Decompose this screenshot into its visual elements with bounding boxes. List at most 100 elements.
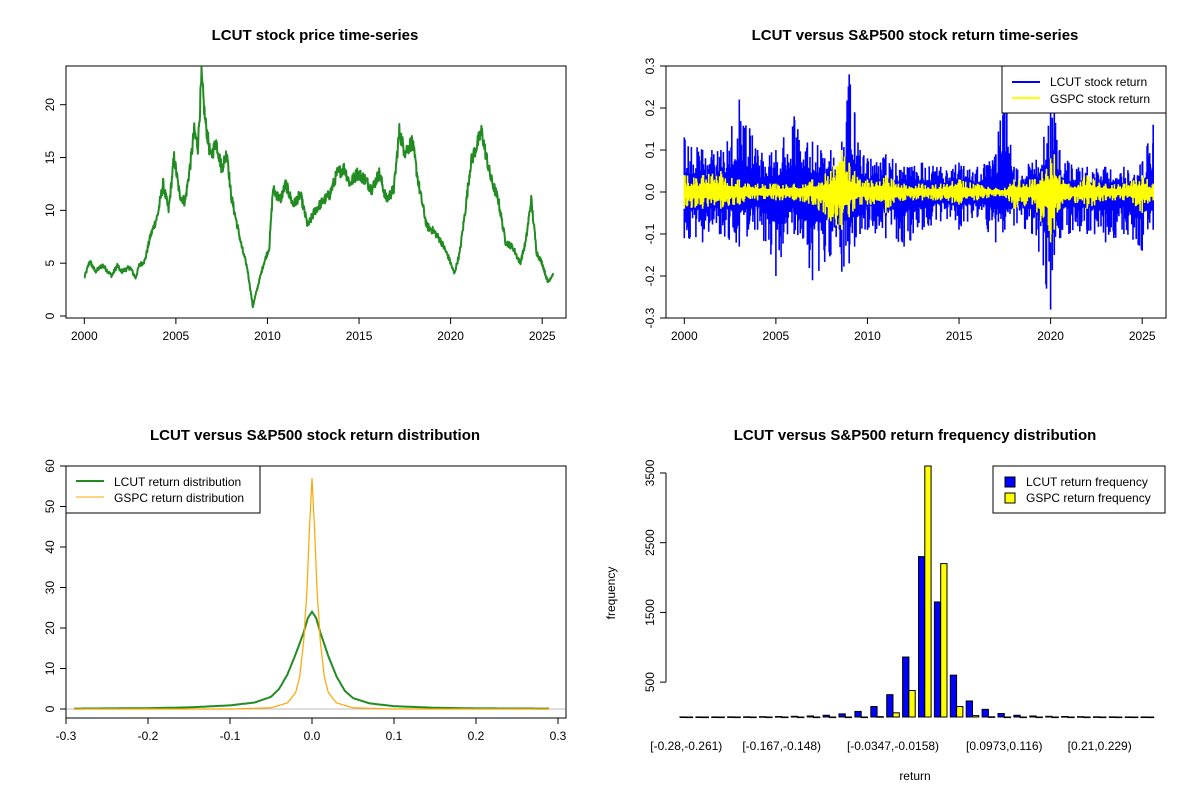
- frequency-y-axis: 500 1500 2500 3500: [643, 459, 667, 692]
- gspc-frequency-bar: [1051, 716, 1059, 719]
- return-x-axis-tick-label: 2000: [671, 329, 698, 343]
- return-x-axis-tick-label: 2020: [1037, 329, 1064, 343]
- distribution-x-axis: -0.3 -0.2 -0.1 0.0 0.1 0.2 0.3: [56, 717, 567, 743]
- gspc-return-series: [683, 150, 1154, 243]
- price-chart-box: [65, 65, 567, 319]
- legend-lcut-frequency-swatch: [1004, 476, 1016, 488]
- legend-gspc-frequency-swatch: [1004, 492, 1016, 504]
- frequency-x-tick-label: [0.0973,0.116): [966, 739, 1043, 753]
- frequency-x-tick-label: [0.21,0.229): [1068, 739, 1132, 753]
- price-x-axis-tick-label: 2010: [254, 329, 281, 343]
- frequency-x-tick-label: [-0.167,-0.148): [742, 739, 821, 753]
- gspc-frequency-bar: [701, 716, 710, 719]
- lcut-frequency-bar: [1108, 716, 1117, 718]
- lcut-frequency-bar: [1124, 716, 1132, 719]
- return-timeseries-chart: LCUT versus S&P500 stock return time-ser…: [643, 27, 1167, 343]
- price-x-axis-tick-label: 2000: [71, 329, 98, 343]
- lcut-frequency-bar: [1013, 714, 1021, 718]
- return-x-axis-tick-label: 2015: [946, 329, 973, 343]
- lcut-frequency-bar: [933, 601, 942, 718]
- price-x-axis-tick-label: 2025: [529, 329, 556, 343]
- gspc-frequency-bar: [1067, 716, 1075, 719]
- lcut-frequency-bar: [806, 715, 815, 718]
- gspc-frequency-bar: [1115, 716, 1123, 719]
- return-y-axis-tick-label: -0.3: [643, 307, 657, 328]
- gspc-frequency-bar: [765, 716, 773, 719]
- return-y-axis-tick-label: -0.1: [643, 223, 657, 244]
- gspc-frequency-bar: [1003, 716, 1012, 719]
- distribution-legend-box: [65, 465, 261, 514]
- distribution-chart-title: LCUT versus S&P500 stock return distribu…: [150, 427, 480, 444]
- legend-lcut-distribution-label: LCUT return distribution: [114, 475, 241, 489]
- frequency-chart-title: LCUT versus S&P500 return frequency dist…: [734, 427, 1097, 444]
- distribution-y-axis-tick-label: 20: [43, 621, 57, 635]
- price-series-line: [83, 66, 555, 309]
- price-y-axis-tick-label: 0: [43, 312, 57, 319]
- lcut-frequency-bar: [918, 556, 926, 718]
- gspc-frequency-bar: [908, 690, 916, 718]
- distribution-x-axis-tick-label: 0.1: [386, 729, 403, 743]
- gspc-frequency-bar: [1131, 716, 1139, 719]
- distribution-x-axis-tick-label: -0.2: [138, 729, 159, 743]
- gspc-frequency-bar: [987, 716, 996, 718]
- lcut-frequency-bar: [759, 716, 767, 718]
- price-y-axis-tick-label: 5: [43, 260, 57, 267]
- return-chart-title: LCUT versus S&P500 stock return time-ser…: [752, 27, 1079, 44]
- lcut-frequency-bar: [965, 700, 974, 718]
- frequency-x-tick-label: [-0.28,-0.261): [650, 739, 722, 753]
- lcut-frequency-bar: [695, 716, 703, 719]
- lcut-frequency-bar: [790, 715, 799, 718]
- return-distribution-chart: LCUT versus S&P500 stock return distribu…: [43, 427, 567, 743]
- return-x-axis: 2000 2005 2010 2015 2020 2025: [671, 317, 1156, 343]
- legend-gspc-distribution-label: GSPC return distribution: [114, 491, 244, 505]
- lcut-frequency-bar: [743, 716, 751, 718]
- lcut-frequency-bar: [1140, 716, 1148, 719]
- frequency-x-label: return: [899, 769, 930, 783]
- price-chart-title: LCUT stock price time-series: [212, 27, 419, 44]
- frequency-y-axis-tick-label: 3500: [643, 459, 657, 486]
- frequency-x-tick-label: [-0.0347,-0.0158): [847, 739, 939, 753]
- price-y-axis: 0 5 10 15 20: [43, 98, 67, 319]
- distribution-y-axis-tick-label: 0: [43, 705, 57, 712]
- gspc-frequency-bar: [781, 716, 789, 719]
- gspc-frequency-bar: [860, 716, 869, 719]
- distribution-y-axis-tick-label: 60: [43, 459, 57, 473]
- price-y-axis-tick-label: 15: [43, 151, 57, 165]
- lcut-frequency-bar: [838, 713, 846, 718]
- gspc-frequency-bar: [1146, 716, 1155, 719]
- distribution-x-axis-tick-label: 0.0: [304, 729, 321, 743]
- lcut-frequency-bar: [822, 714, 830, 718]
- gspc-frequency-bar: [844, 716, 853, 719]
- frequency-y-label: frequency: [604, 567, 618, 620]
- legend-gspc-return-label: GSPC stock return: [1050, 92, 1150, 106]
- lcut-frequency-bar: [1045, 715, 1053, 718]
- return-y-axis-tick-label: 0.2: [643, 99, 657, 116]
- gspc-frequency-bar: [1019, 716, 1028, 719]
- gspc-frequency-bar: [1083, 716, 1091, 719]
- gspc-frequency-bar: [828, 716, 837, 719]
- gspc-frequency-bar: [717, 716, 725, 719]
- distribution-y-axis: 0 10 20 30 40 50 60: [43, 459, 67, 712]
- distribution-y-axis-tick-label: 40: [43, 540, 57, 554]
- return-x-axis-tick-label: 2005: [763, 329, 790, 343]
- gspc-frequency-bar: [733, 716, 741, 719]
- return-legend-box: [1001, 65, 1167, 114]
- gspc-frequency-bar: [797, 716, 805, 719]
- lcut-frequency-bar: [870, 706, 878, 718]
- frequency-legend-box: [992, 465, 1166, 514]
- lcut-frequency-bar: [981, 708, 989, 718]
- return-y-axis-tick-label: 0.3: [643, 57, 657, 74]
- frequency-plot-area: [679, 465, 1155, 719]
- frequency-y-axis-tick-label: 2500: [643, 529, 657, 556]
- gspc-frequency-bar: [876, 716, 884, 718]
- distribution-y-axis-tick-label: 10: [43, 662, 57, 676]
- frequency-y-axis-tick-label: 500: [643, 672, 657, 692]
- lcut-frequency-bar: [886, 694, 894, 718]
- legend-lcut-return-label: LCUT stock return: [1050, 75, 1147, 89]
- gspc-density-line: [74, 478, 549, 710]
- return-y-axis-tick-label: -0.2: [643, 265, 657, 286]
- legend-gspc-frequency-label: GSPC return frequency: [1026, 491, 1151, 505]
- return-legend: LCUT stock return GSPC stock return: [1001, 65, 1167, 114]
- lcut-frequency-bar: [774, 716, 783, 718]
- price-chart: LCUT stock price time-series 2000 2005 201…: [43, 27, 567, 343]
